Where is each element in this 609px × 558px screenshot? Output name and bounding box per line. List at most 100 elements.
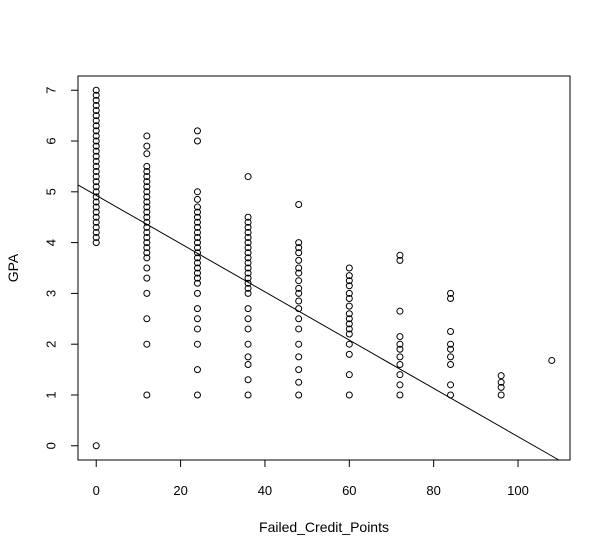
data-point [447,361,455,369]
regression-line [77,184,560,461]
data-point [143,178,151,186]
data-point [345,371,353,379]
data-point [193,213,201,221]
data-point [143,315,151,323]
data-point [143,150,151,158]
data-point [244,228,252,236]
data-point [295,391,303,399]
data-point [396,353,404,361]
data-point [92,86,100,94]
data-point [193,259,201,267]
data-point [447,345,455,353]
data-point [295,239,303,247]
data-point [92,183,100,191]
data-point [295,325,303,333]
data-point [295,284,303,292]
data-point [244,274,252,282]
data-point [295,366,303,374]
data-point [143,198,151,206]
data-point [193,325,201,333]
data-point [193,228,201,236]
data-point [497,372,505,380]
data-point [447,353,455,361]
data-point [193,254,201,262]
data-point [143,193,151,201]
data-point [193,239,201,247]
x-tick-label: 40 [258,483,272,498]
data-point [396,371,404,379]
data-point [244,239,252,247]
data-point [295,256,303,264]
data-point [244,376,252,384]
y-tick-label: 6 [43,137,58,144]
data-point [244,353,252,361]
data-point [295,340,303,348]
data-point [345,340,353,348]
data-point [548,356,556,364]
x-tick-label: 100 [507,483,529,498]
data-point [447,327,455,335]
data-point [193,391,201,399]
data-point [295,277,303,285]
data-point [396,381,404,389]
data-point [143,264,151,272]
data-point [497,378,505,386]
data-point [92,107,100,115]
data-point [92,152,100,160]
data-point [143,142,151,150]
data-point [143,274,151,282]
y-tick-label: 7 [43,87,58,94]
data-point [345,277,353,285]
data-point [193,218,201,226]
data-point [193,127,201,135]
data-point [396,345,404,353]
data-point [447,381,455,389]
data-point [92,442,100,450]
y-axis: 0 1 2 3 4 5 6 7 [43,87,79,449]
data-point [447,289,455,297]
data-point [244,244,252,252]
data-point [92,142,100,150]
data-point [345,391,353,399]
data-point [92,218,100,226]
data-point [92,228,100,236]
y-tick-label: 4 [43,239,58,246]
data-point [193,188,201,196]
data-point [345,320,353,328]
data-point [244,305,252,313]
data-point [244,249,252,257]
data-point [92,208,100,216]
data-point [396,391,404,399]
data-point [143,132,151,140]
data-point [345,272,353,280]
data-point [396,256,404,264]
data-point [92,122,100,130]
data-point [345,264,353,272]
data-point [244,315,252,323]
data-point [92,147,100,155]
data-point [92,112,100,120]
data-point [295,264,303,272]
data-point [447,294,455,302]
data-point [92,137,100,145]
data-point [143,234,151,242]
data-point [295,378,303,386]
data-point [244,279,252,287]
data-point [143,289,151,297]
data-point [92,203,100,211]
data-point [295,353,303,361]
data-point [295,315,303,323]
data-point [193,264,201,272]
x-tick-label: 60 [342,483,356,498]
data-point [143,391,151,399]
data-point [244,218,252,226]
data-point [193,249,201,257]
data-point [92,117,100,125]
data-point [92,178,100,186]
data-point [244,289,252,297]
data-point [396,251,404,259]
data-point [345,302,353,310]
data-point [295,244,303,252]
y-tick-label: 5 [43,188,58,195]
data-point [447,340,455,348]
